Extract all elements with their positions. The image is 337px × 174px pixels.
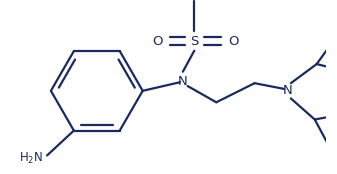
Text: O: O <box>228 35 239 48</box>
Text: H$_2$N: H$_2$N <box>19 151 43 166</box>
Text: S: S <box>190 35 198 48</box>
Text: O: O <box>153 35 163 48</box>
Text: N: N <box>178 75 188 88</box>
Text: N: N <box>283 84 293 97</box>
